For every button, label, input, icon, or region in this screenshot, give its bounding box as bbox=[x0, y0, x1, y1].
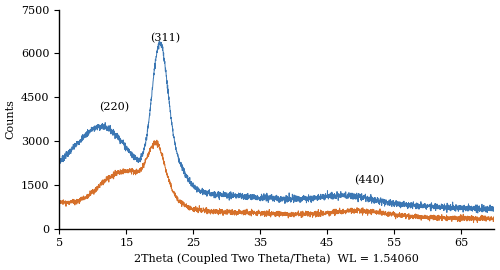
Text: (311): (311) bbox=[150, 33, 180, 43]
Y-axis label: Counts: Counts bbox=[6, 99, 16, 139]
Text: (220): (220) bbox=[100, 102, 130, 112]
X-axis label: 2Theta (Coupled Two Theta/Theta)  WL = 1.54060: 2Theta (Coupled Two Theta/Theta) WL = 1.… bbox=[134, 254, 420, 264]
Text: (440): (440) bbox=[354, 174, 384, 185]
